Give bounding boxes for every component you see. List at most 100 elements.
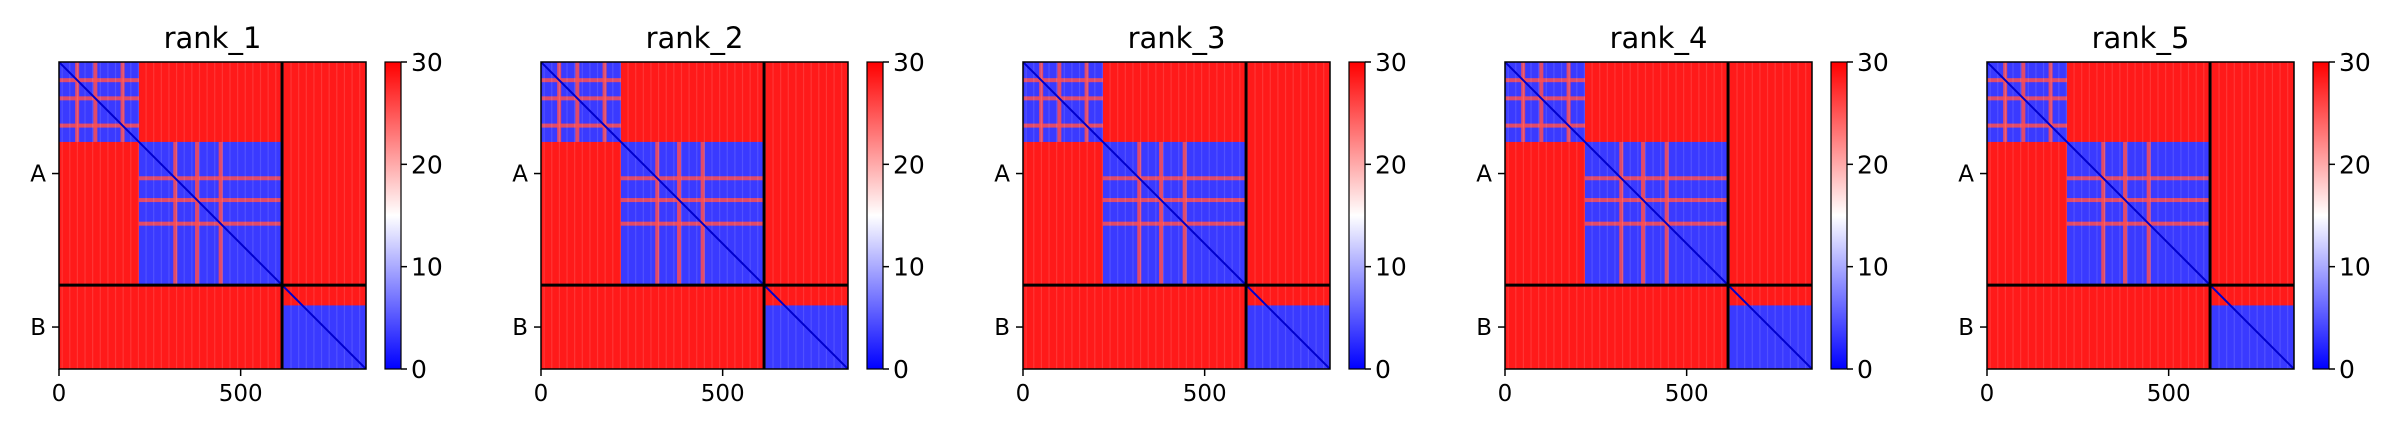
colorbar-tick-label: 0	[2339, 355, 2355, 384]
texture-line	[696, 62, 698, 369]
y-tick-label: B	[1476, 315, 1492, 341]
stripe-v-2	[602, 62, 607, 142]
stripe-h-0	[1987, 78, 2067, 83]
texture-line	[673, 62, 675, 369]
colorbar: 0 10 20 30	[866, 48, 925, 384]
texture-line	[795, 62, 797, 369]
texture-line	[818, 62, 820, 369]
texture-line	[1056, 62, 1058, 369]
stripe-h-1	[59, 96, 139, 101]
texture-line	[1545, 62, 1547, 369]
texture-line	[2195, 62, 2197, 369]
texture-line	[2149, 62, 2151, 369]
stripe-h-0	[1023, 78, 1103, 83]
texture-line	[1284, 62, 1287, 369]
texture-line	[2241, 62, 2243, 369]
texture-line	[69, 62, 71, 369]
texture-line	[1629, 62, 1631, 369]
texture-line	[1300, 62, 1302, 369]
texture-line	[558, 62, 561, 369]
texture-line	[726, 62, 728, 369]
texture-line	[810, 62, 812, 369]
stripe-h-5	[620, 221, 765, 226]
stripe-v-2	[1566, 62, 1571, 142]
stripe-h-2	[1023, 123, 1103, 128]
texture-line	[351, 62, 353, 369]
y-tick-label: B	[1958, 315, 1974, 341]
texture-line	[2134, 62, 2136, 369]
colorbar-tick-label: 20	[893, 150, 925, 179]
colorbar-tick-label: 20	[1375, 150, 1407, 179]
texture-line	[589, 62, 591, 369]
texture-line	[2165, 62, 2167, 369]
heatmap-panel-1: rank_1 0 500 A B 0 10 20 30	[30, 21, 443, 407]
texture-line	[802, 62, 805, 369]
diagonal-line	[59, 62, 366, 369]
texture-line	[2119, 62, 2121, 369]
texture-line	[1621, 62, 1624, 369]
stripe-h-1	[1023, 96, 1103, 101]
stripe-h-5	[2066, 221, 2211, 226]
texture-line	[1797, 62, 1799, 369]
colorbar: 0 10 20 30	[384, 48, 443, 384]
texture-line	[1033, 62, 1035, 369]
texture-line	[84, 62, 86, 369]
texture-line	[1155, 62, 1157, 369]
stripe-h-0	[59, 78, 139, 83]
stripe-h-5	[138, 221, 283, 226]
texture-line	[2050, 62, 2052, 369]
texture-line	[1216, 62, 1218, 369]
texture-line	[757, 62, 759, 369]
texture-line	[841, 62, 843, 369]
colorbar-tick-label: 0	[893, 355, 909, 384]
colorbar-gradient	[384, 61, 402, 370]
colorbar-tick-label: 10	[1857, 253, 1889, 282]
stripe-h-2	[59, 123, 139, 128]
colorbar-tick-label: 10	[1375, 253, 1407, 282]
texture-line	[1086, 62, 1088, 369]
texture-line	[680, 62, 683, 369]
texture-line	[642, 62, 644, 369]
stripe-h-1	[541, 96, 621, 101]
colorbar-gradient	[1348, 61, 1366, 370]
stripe-h-2	[1505, 123, 1585, 128]
stripe-v-0	[2003, 62, 2008, 142]
stripe-h-0	[1505, 78, 1585, 83]
texture-line	[825, 62, 828, 369]
colorbar-tick-label: 10	[893, 253, 925, 282]
stripe-v-3	[655, 141, 660, 286]
stripe-v-2	[2048, 62, 2053, 142]
texture-line	[1591, 62, 1593, 369]
diagonal-line	[541, 62, 848, 369]
texture-line	[99, 62, 101, 369]
texture-line	[2157, 62, 2159, 369]
texture-line	[1048, 62, 1050, 369]
texture-line	[1568, 62, 1570, 369]
stripe-v-3	[1619, 141, 1624, 286]
stripe-h-1	[1987, 96, 2067, 101]
texture-line	[275, 62, 277, 369]
stripe-v-0	[1521, 62, 1526, 142]
panel-title: rank_2	[646, 21, 744, 55]
low-error-block-3	[282, 305, 366, 369]
stripe-v-5	[1664, 141, 1669, 286]
texture-line	[1690, 62, 1692, 369]
texture-line	[1101, 62, 1104, 369]
stripe-v-1	[575, 62, 580, 142]
texture-line	[206, 62, 208, 369]
texture-line	[336, 62, 338, 369]
texture-line	[237, 62, 239, 369]
texture-line	[1307, 62, 1310, 369]
x-tick-label: 0	[52, 381, 67, 407]
texture-line	[252, 62, 254, 369]
texture-line	[1223, 62, 1226, 369]
stripe-v-1	[2021, 62, 2026, 142]
texture-line	[1193, 62, 1195, 369]
x-tick-label: 500	[219, 381, 263, 407]
texture-line	[543, 62, 545, 369]
texture-line	[741, 62, 744, 369]
texture-line	[175, 62, 178, 369]
texture-line	[780, 62, 782, 369]
texture-line	[214, 62, 216, 369]
diagonal-line	[1505, 62, 1812, 369]
